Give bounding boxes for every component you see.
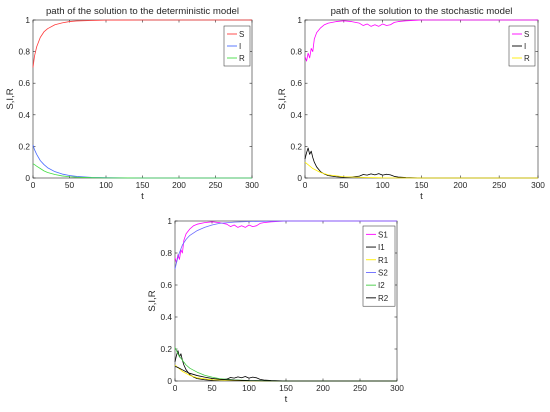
legend-label-s1: S1: [378, 230, 388, 239]
y-tick-label: 0.8: [18, 47, 30, 57]
x-tick-label: 0: [31, 180, 36, 190]
legend-label-r: R: [239, 54, 245, 63]
series-line-i: [32, 144, 252, 179]
legend-label-i2: I2: [378, 281, 385, 290]
y-tick-label: 0: [25, 173, 30, 183]
y-tick-label: 0: [297, 173, 302, 183]
plot-frame: [32, 19, 253, 179]
x-axis-label: t: [285, 394, 288, 405]
y-tick-label: 0.8: [160, 248, 172, 258]
x-tick-label: 0: [173, 383, 178, 393]
x-tick-label: 0: [303, 180, 308, 190]
x-tick-label: 200: [172, 180, 186, 190]
chart-1: path of the solution to the deterministi…: [5, 6, 259, 202]
y-axis-label: S,I,R: [277, 88, 288, 109]
legend-label-i: I: [524, 42, 526, 51]
series-line-i2: [174, 347, 397, 382]
x-tick-label: 300: [531, 180, 545, 190]
y-tick-label: 0.2: [18, 141, 30, 151]
x-tick-label: 250: [209, 180, 223, 190]
legend-label-s: S: [524, 30, 529, 39]
x-tick-label: 300: [390, 383, 404, 393]
y-tick-label: 0: [167, 376, 172, 386]
x-tick-label: 50: [207, 383, 217, 393]
y-tick-label: 1: [25, 15, 30, 25]
x-tick-label: 50: [65, 180, 75, 190]
series-line-r2: [174, 366, 397, 382]
y-tick-label: 0.2: [160, 344, 172, 354]
legend-label-r1: R1: [378, 256, 389, 265]
legend-label-r: R: [524, 54, 530, 63]
legend-label-s: S: [239, 30, 244, 39]
legend: SIR: [223, 25, 251, 67]
x-tick-label: 150: [415, 180, 429, 190]
y-axis-label: S,I,R: [147, 290, 158, 311]
y-tick-label: 0.4: [18, 110, 30, 120]
x-tick-label: 50: [339, 180, 349, 190]
chart-title: path of the solution to the deterministi…: [46, 6, 239, 17]
chart-2: path of the solution to the stochastic m…: [277, 6, 545, 202]
x-tick-label: 100: [242, 383, 256, 393]
plot-frame: [304, 19, 539, 179]
y-tick-label: 0.8: [290, 47, 302, 57]
x-tick-label: 200: [453, 180, 467, 190]
legend-label-i1: I1: [378, 243, 385, 252]
x-tick-label: 250: [492, 180, 506, 190]
legend: SIR: [508, 25, 536, 67]
series-line-r: [32, 163, 252, 179]
x-tick-label: 100: [376, 180, 390, 190]
y-tick-label: 0.6: [290, 78, 302, 88]
legend-label-i: I: [239, 42, 241, 51]
legend-label-s2: S2: [378, 268, 388, 277]
y-tick-label: 0.2: [290, 141, 302, 151]
x-tick-label: 300: [245, 180, 259, 190]
chart-title: path of the solution to the stochastic m…: [331, 6, 513, 17]
x-tick-label: 150: [136, 180, 150, 190]
chart-3: 0 50 100 150 200 250 300 0 0.2 0.4 0.6 0.8 1 t S,I,R S1…: [147, 216, 404, 405]
x-axis-label: t: [141, 191, 144, 202]
y-tick-label: 1: [167, 216, 172, 226]
y-tick-label: 1: [297, 15, 302, 25]
x-tick-label: 150: [279, 383, 293, 393]
legend-box: [362, 225, 396, 307]
y-tick-label: 0.6: [160, 280, 172, 290]
series-line-s1: [174, 220, 397, 264]
x-axis-label: t: [420, 191, 423, 202]
y-tick-label: 0.4: [290, 110, 302, 120]
x-tick-label: 250: [353, 383, 367, 393]
series-line-i: [304, 147, 538, 179]
y-tick-label: 0.4: [160, 312, 172, 322]
series-line-s2: [174, 220, 397, 270]
y-tick-label: 0.6: [18, 78, 30, 88]
x-tick-label: 100: [99, 180, 113, 190]
series-line-r: [304, 161, 538, 179]
x-tick-label: 200: [316, 383, 330, 393]
series-line-s: [304, 19, 538, 62]
legend-label-r2: R2: [378, 294, 389, 303]
series-line-s: [32, 19, 252, 68]
y-axis-label: S,I,R: [5, 88, 16, 109]
legend: S1 I1 R1 S2 I2 R2: [362, 225, 396, 307]
